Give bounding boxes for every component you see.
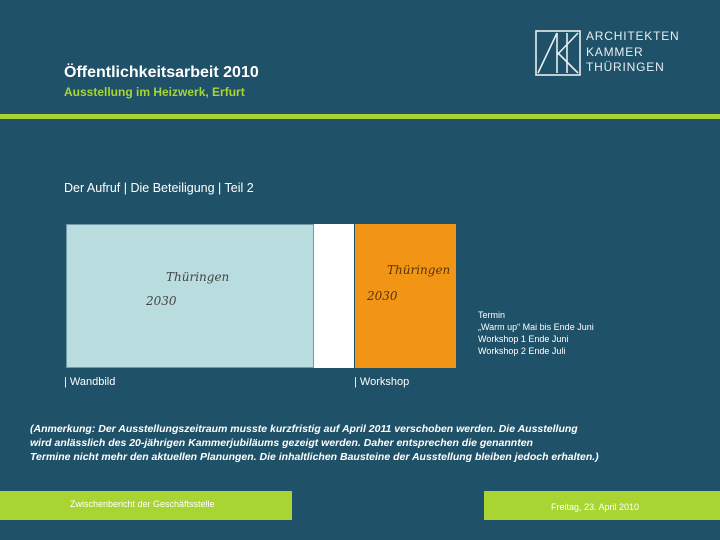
termin-list: Termin „Warm up“ Mai bis Ende Juni Works…	[478, 309, 594, 357]
termin-item: „Warm up“ Mai bis Ende Juni	[478, 322, 594, 332]
note-paragraph: (Anmerkung: Der Ausstellungszeitraum mus…	[30, 422, 695, 464]
workshop-image	[355, 224, 456, 368]
slide-title: Öffentlichkeitsarbeit 2010	[64, 64, 259, 81]
footer-bar-left	[0, 491, 292, 520]
note-line: wird anlässlich des 20-jährigen Kammerju…	[30, 437, 533, 449]
termin-item: Workshop 2 Ende Juli	[478, 346, 566, 356]
architektenkammer-logo-icon	[535, 30, 581, 76]
logo-line-1: ARCHITEKTEN	[586, 29, 680, 43]
wandbild-label-2030: 2030	[146, 294, 177, 308]
logo-wordmark: ARCHITEKTEN KAMMER THÜRINGEN	[586, 29, 679, 76]
logo-line-3: THÜRINGEN	[586, 60, 665, 74]
workshop-caption: | Workshop	[354, 376, 410, 388]
workshop-label-2030: 2030	[367, 289, 398, 303]
footer-bar-right	[484, 491, 720, 520]
wandbild-caption: | Wandbild	[64, 376, 116, 388]
logo-line-2: KAMMER	[586, 44, 644, 59]
workshop-label-thueringen: Thüringen	[387, 263, 451, 277]
termin-heading: Termin	[478, 310, 506, 320]
note-line: (Anmerkung: Der Ausstellungszeitraum mus…	[30, 423, 578, 435]
section-heading: Der Aufruf | Die Beteiligung | Teil 2	[64, 181, 254, 195]
wandbild-label-thueringen: Thüringen	[166, 270, 230, 284]
wandbild-image	[66, 224, 314, 368]
note-line: Termine nicht mehr den aktuellen Planung…	[30, 451, 599, 463]
termin-item: Workshop 1 Ende Juni	[478, 334, 569, 344]
header-divider	[0, 114, 720, 119]
footer-report-label: Zwischenbericht der Geschäftsstelle	[70, 499, 215, 509]
slide-subtitle: Ausstellung im Heizwerk, Erfurt	[64, 85, 245, 99]
workshop-image-white-panel	[314, 224, 354, 368]
footer-date: Freitag, 23. April 2010	[551, 502, 640, 512]
